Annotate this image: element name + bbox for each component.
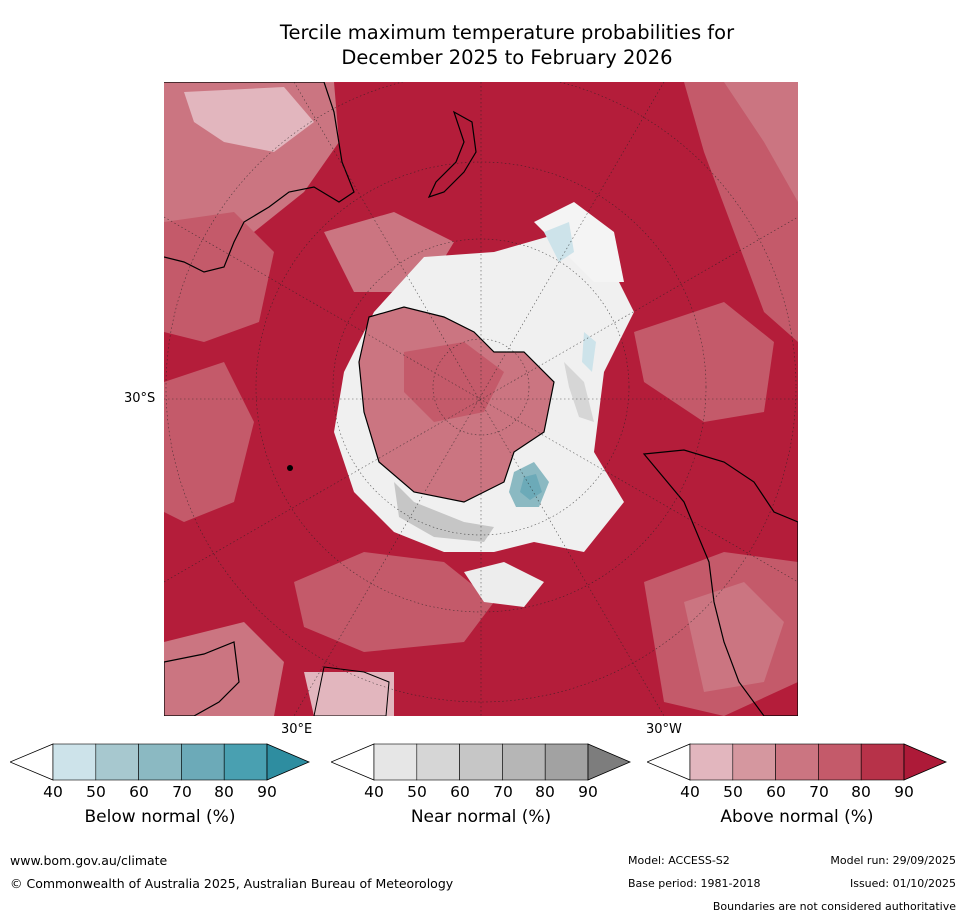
colorbar-extend-low <box>10 743 54 781</box>
colorbar-extend-high <box>903 743 947 781</box>
title-line-1: Tercile maximum temperature probabilitie… <box>279 21 735 44</box>
base-period-text: Base period: 1981-2018 <box>628 877 761 890</box>
colorbar-segment <box>689 743 734 781</box>
colorbar-extend-low <box>647 743 691 781</box>
model-text: Model: ACCESS-S2 <box>628 854 730 867</box>
colorbar-extend-high <box>587 743 631 781</box>
disclaimer-text: Boundaries are not considered authoritat… <box>712 900 956 913</box>
colorbar-tick: 60 <box>766 783 786 801</box>
colorbar-near-normal: 40 50 60 70 80 90 Near normal (%) <box>331 743 631 863</box>
colorbar-segment <box>223 743 268 781</box>
colorbar-tick: 90 <box>578 783 598 801</box>
colorbar-segment <box>373 743 418 781</box>
colorbar-strip <box>647 743 947 781</box>
colorbar-tick: 80 <box>535 783 555 801</box>
probability-map[interactable] <box>164 82 798 716</box>
colorbar-tick: 60 <box>450 783 470 801</box>
model-run-text: Model run: 29/09/2025 <box>830 854 956 867</box>
colorbar-tick: 40 <box>364 783 384 801</box>
colorbar-tick: 50 <box>86 783 106 801</box>
copyright-text: © Commonwealth of Australia 2025, Austra… <box>10 876 454 891</box>
title-line-2: December 2025 to February 2026 <box>341 46 673 69</box>
chart-title: Tercile maximum temperature probabilitie… <box>0 20 965 70</box>
colorbar-tick: 80 <box>851 783 871 801</box>
colorbar-tick: 50 <box>407 783 427 801</box>
colorbar-tick: 60 <box>129 783 149 801</box>
colorbar-segment <box>818 743 862 781</box>
colorbar-tick: 80 <box>214 783 234 801</box>
colorbar-tick: 70 <box>809 783 829 801</box>
colorbar-segment <box>544 743 589 781</box>
colorbar-tick: 70 <box>172 783 192 801</box>
colorbar-label: Below normal (%) <box>84 807 236 827</box>
latitude-label: 30°S <box>124 391 156 406</box>
colorbar-segment <box>860 743 905 781</box>
website-link[interactable]: www.bom.gov.au/climate <box>10 853 168 868</box>
colorbar-segment <box>52 743 97 781</box>
colorbar-label: Near normal (%) <box>410 807 552 827</box>
colorbar-tick: 40 <box>680 783 700 801</box>
longitude-label-east: 30°E <box>281 722 313 737</box>
colorbar-segment <box>95 743 139 781</box>
colorbar-segment <box>459 743 503 781</box>
colorbar-above-normal: 40 50 60 70 80 90 Above normal (%) <box>647 743 947 863</box>
colorbar-segment <box>416 743 460 781</box>
colorbar-extend-high <box>266 743 310 781</box>
colorbar-segment <box>732 743 776 781</box>
colorbar-segment <box>138 743 182 781</box>
colorbar-strip <box>10 743 310 781</box>
colorbar-segment <box>502 743 546 781</box>
colorbar-tick: 70 <box>493 783 513 801</box>
colorbar-extend-low <box>331 743 375 781</box>
colorbar-tick: 40 <box>43 783 63 801</box>
colorbar-tick: 90 <box>894 783 914 801</box>
longitude-label-west: 30°W <box>646 722 682 737</box>
colorbar-segment <box>181 743 225 781</box>
colorbar-label: Above normal (%) <box>720 807 874 827</box>
colorbar-tick: 50 <box>723 783 743 801</box>
issued-text: Issued: 01/10/2025 <box>849 877 956 890</box>
colorbar-tick: 90 <box>257 783 277 801</box>
colorbar-below-normal: 40 50 60 70 80 90 Below normal (%) <box>10 743 310 863</box>
colorbar-segment <box>775 743 819 781</box>
colorbar-strip <box>331 743 631 781</box>
